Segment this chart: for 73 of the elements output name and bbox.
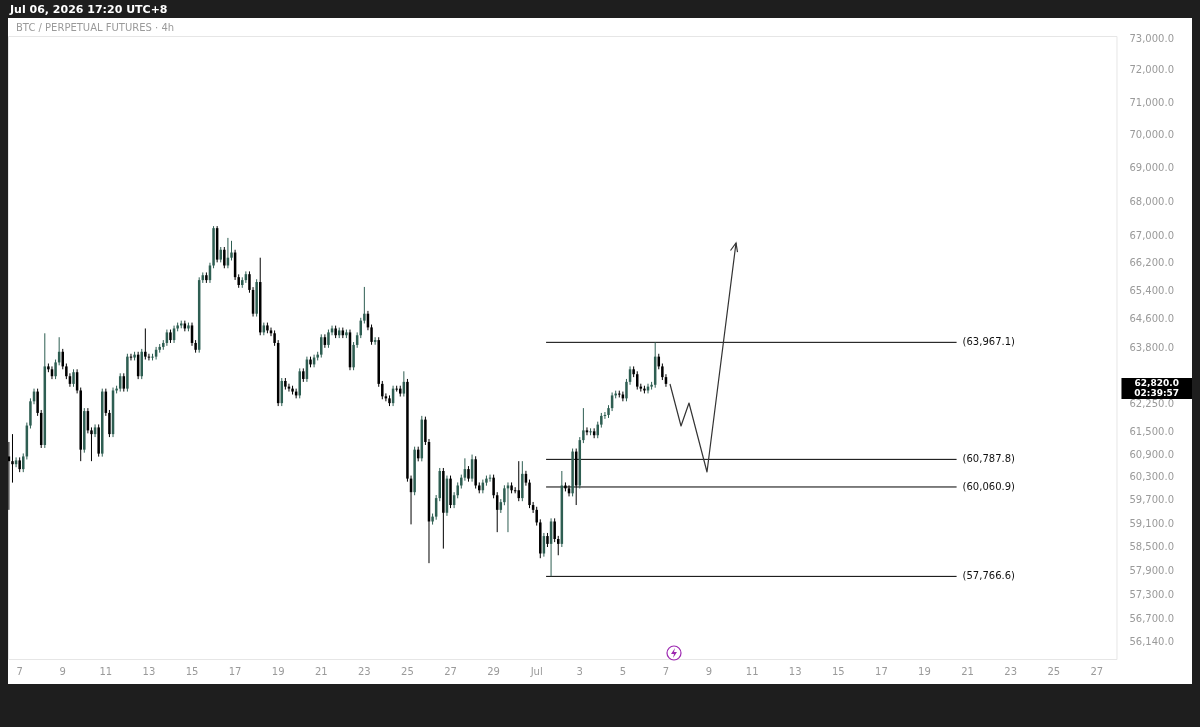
y-tick-label: 56,140.0 [1129,635,1174,647]
x-tick-label: 19 [271,665,285,677]
candlestick [381,380,384,400]
y-tick-label: 67,000.0 [1129,229,1174,241]
y-tick-label: 60,900.0 [1129,448,1174,460]
text: 62,820.0 [1134,377,1179,388]
x-tick-label: 27 [444,665,457,677]
y-tick-label: 58,500.0 [1129,541,1174,553]
x-tick-label: 5 [619,665,627,677]
y-tick-label: 71,000.0 [1129,96,1174,108]
x-tick-label: 23 [1004,665,1018,677]
x-tick-label: 17 [228,665,242,677]
x-tick-label: 25 [1047,665,1061,677]
candlestick [553,517,556,543]
y-tick-label: 69,000.0 [1129,162,1174,174]
x-tick-label: 17 [875,665,888,677]
candlestick [223,246,226,269]
y-tick-label: 70,000.0 [1129,129,1174,141]
y-tick-label: 57,900.0 [1129,564,1174,576]
candlestick [320,333,323,359]
candlestick [61,348,65,370]
chart-subtitle: Jul 06, 2026 17:20 UTC+8 [10,3,168,16]
x-tick-label: 27 [1090,665,1104,677]
x-tick-label: 9 [59,665,66,677]
candlestick [54,359,57,380]
candlestick [535,506,538,527]
y-tick-label: 72,000.0 [1129,64,1174,76]
x-tick-label: 3 [576,665,583,677]
x-tick-label: 11 [745,665,759,677]
chart-title: BTC / PERPETUAL FUTURES · 4h [16,22,175,33]
y-tick-label: 59,700.0 [1129,494,1174,506]
y-tick-label: 56,700.0 [1129,612,1174,624]
candlestick [108,409,111,438]
text: 02:39:57 [1134,387,1180,398]
y-tick-label: 65,400.0 [1129,285,1174,297]
x-tick-label: 23 [357,665,371,677]
x-tick-label: 29 [487,665,500,677]
x-tick-label: 19 [918,665,931,677]
y-tick-label: 63,800.0 [1129,341,1174,353]
x-tick-label: 7 [16,665,23,677]
candlestick [36,388,39,417]
x-tick-label: 15 [185,665,199,677]
y-tick-label: 61,500.0 [1129,426,1174,438]
candlestick [327,329,330,349]
candlestick [8,441,11,511]
candlestick [352,341,355,371]
x-tick-label: 15 [831,665,845,677]
ref-line-label: (57,766.6) [962,569,1016,581]
y-tick-label: 57,300.0 [1129,588,1174,600]
y-tick-label: 73,000.0 [1129,32,1174,44]
x-tick-label: 11 [99,665,113,677]
y-tick-label: 64,600.0 [1129,313,1174,325]
y-tick-label: 60,300.0 [1129,471,1174,483]
x-tick-label: 7 [662,665,670,677]
ref-line-label: (60,060.9) [962,480,1016,492]
x-tick-label: 21 [314,665,328,677]
y-tick-label: 66,200.0 [1129,257,1174,269]
ref-line-label: (63,967.1) [962,335,1016,347]
candlestick [144,327,147,361]
x-tick-label: 21 [961,665,974,677]
ref-line-label: (60,787.8) [962,452,1016,464]
y-tick-label: 62,250.0 [1129,398,1174,410]
y-tick-label: 59,100.0 [1129,517,1174,529]
x-tick-label: 25 [401,665,414,677]
candlestick [582,407,585,444]
x-tick-label: 13 [142,665,156,677]
x-tick-label: 9 [705,665,713,677]
candlestick [492,474,495,499]
x-tick-label: Jul [529,665,543,677]
y-tick-label: 68,000.0 [1129,195,1174,207]
candlestick [363,286,366,324]
x-tick-label: 13 [788,665,802,677]
candlestick [556,535,560,556]
